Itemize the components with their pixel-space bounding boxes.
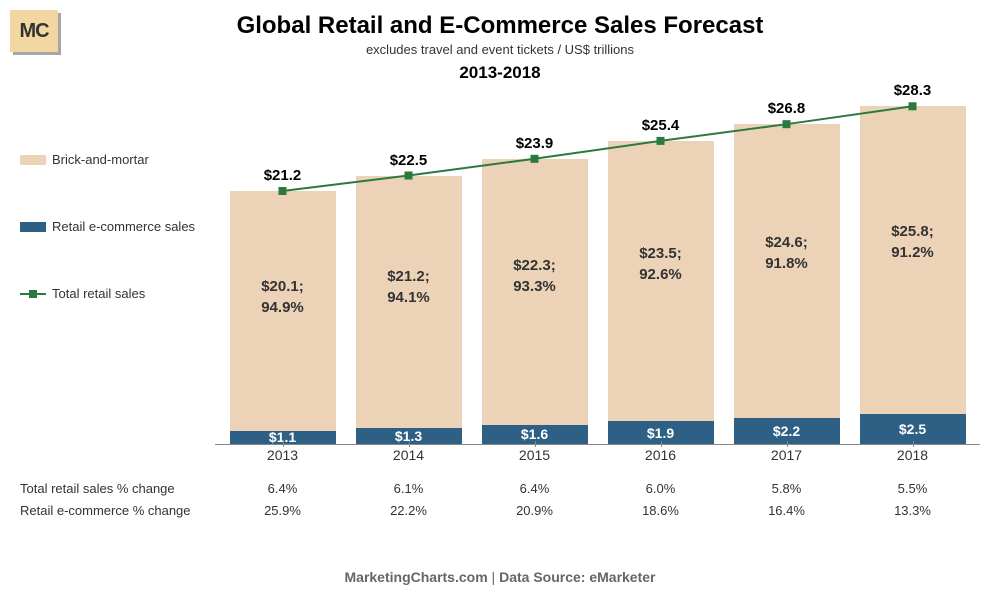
data-cell: 5.5% bbox=[860, 481, 966, 496]
bar-total-label: $28.3 bbox=[860, 82, 966, 99]
bar-total-label: $23.9 bbox=[482, 135, 588, 152]
bar-total-label: $21.2 bbox=[230, 167, 336, 184]
footer-sep: | bbox=[488, 569, 499, 585]
data-cell: 20.9% bbox=[482, 503, 588, 518]
bar-ecom-label: $2.2 bbox=[734, 423, 840, 439]
x-tick: 2018 bbox=[860, 447, 966, 463]
bar-brick-label: $20.1;94.9% bbox=[230, 276, 336, 318]
legend-swatch-brick bbox=[20, 155, 46, 165]
legend-label: Brick-and-mortar bbox=[52, 152, 149, 167]
data-cell: 6.0% bbox=[608, 481, 714, 496]
x-tick: 2014 bbox=[356, 447, 462, 463]
bar-column: $23.9$22.3;93.3%$1.6 bbox=[482, 159, 588, 444]
bar-total-label: $25.4 bbox=[608, 117, 714, 134]
footer: MarketingCharts.com | Data Source: eMark… bbox=[0, 569, 1000, 585]
x-axis: 2013 2014 2015 2016 2017 2018 bbox=[215, 447, 980, 469]
x-tick: 2016 bbox=[608, 447, 714, 463]
data-cell: 6.1% bbox=[356, 481, 462, 496]
legend-item-ecom: Retail e-commerce sales bbox=[20, 219, 210, 234]
footer-source: eMarketer bbox=[589, 569, 655, 585]
bar-brick-label: $24.6;91.8% bbox=[734, 232, 840, 274]
chart-subtitle: excludes travel and event tickets / US$ … bbox=[0, 42, 1000, 57]
chart-area: Brick-and-mortar Retail e-commerce sales… bbox=[20, 86, 980, 525]
bar-brick-label: $21.2;94.1% bbox=[356, 266, 462, 308]
data-cell: 5.8% bbox=[734, 481, 840, 496]
bar-total-label: $22.5 bbox=[356, 152, 462, 169]
legend-item-total: Total retail sales bbox=[20, 286, 210, 301]
bar-segment-brick: $25.4$23.5;92.6% bbox=[608, 141, 714, 421]
title-block: Global Retail and E-Commerce Sales Forec… bbox=[0, 12, 1000, 83]
bar-ecom-label: $1.9 bbox=[608, 425, 714, 441]
bar-column: $28.3$25.8;91.2% $2.5 bbox=[860, 106, 966, 444]
bar-brick-label: $25.8;91.2% bbox=[860, 221, 966, 263]
footer-site: MarketingCharts.com bbox=[345, 569, 488, 585]
chart-year-range: 2013-2018 bbox=[0, 63, 1000, 83]
legend-swatch-ecom bbox=[20, 222, 46, 232]
bar-segment-brick: $28.3$25.8;91.2% bbox=[860, 106, 966, 414]
bar-column: $22.5$21.2;94.1%$1.3 bbox=[356, 176, 462, 445]
bar-brick-label: $23.5;92.6% bbox=[608, 243, 714, 285]
x-tick: 2015 bbox=[482, 447, 588, 463]
data-cell: 16.4% bbox=[734, 503, 840, 518]
bar-column: $26.8$24.6;91.8% $2.2 bbox=[734, 124, 840, 444]
data-table: Total retail sales % change 6.4% 6.1% 6.4%… bbox=[20, 481, 980, 525]
legend-label: Retail e-commerce sales bbox=[52, 219, 195, 234]
legend-label: Total retail sales bbox=[52, 286, 145, 301]
bar-column: $21.2$20.1;94.9%$1.1 bbox=[230, 191, 336, 444]
bar-segment-brick: $22.5$21.2;94.1% bbox=[356, 176, 462, 429]
legend-swatch-line bbox=[20, 289, 46, 299]
row-total-change: Total retail sales % change 6.4% 6.1% 6.4%… bbox=[20, 481, 980, 503]
data-cell: 6.4% bbox=[482, 481, 588, 496]
bar-brick-label: $22.3;93.3% bbox=[482, 255, 588, 297]
data-cell: 13.3% bbox=[860, 503, 966, 518]
bar-total-label: $26.8 bbox=[734, 100, 840, 117]
bar-column: $25.4$23.5;92.6% $1.9 bbox=[608, 141, 714, 444]
x-tick: 2013 bbox=[230, 447, 336, 463]
x-tick: 2017 bbox=[734, 447, 840, 463]
data-cell: 18.6% bbox=[608, 503, 714, 518]
bar-segment-brick: $23.9$22.3;93.3% bbox=[482, 159, 588, 425]
legend: Brick-and-mortar Retail e-commerce sales… bbox=[20, 152, 210, 353]
legend-item-brick: Brick-and-mortar bbox=[20, 152, 210, 167]
row-label: Retail e-commerce % change bbox=[20, 503, 215, 518]
bar-ecom-label: $2.5 bbox=[860, 421, 966, 437]
row-ecom-change: Retail e-commerce % change 25.9% 22.2% 20.… bbox=[20, 503, 980, 525]
bar-segment-ecom: $2.5 bbox=[860, 414, 966, 444]
bar-segment-brick: $21.2$20.1;94.9% bbox=[230, 191, 336, 431]
plot-region: $21.2$20.1;94.9%$1.1$22.5$21.2;94.1%$1.3… bbox=[215, 86, 980, 445]
footer-source-prefix: Data Source: bbox=[499, 569, 589, 585]
chart-title: Global Retail and E-Commerce Sales Forec… bbox=[0, 12, 1000, 40]
bar-segment-brick: $26.8$24.6;91.8% bbox=[734, 124, 840, 418]
data-cell: 25.9% bbox=[230, 503, 336, 518]
row-label: Total retail sales % change bbox=[20, 481, 215, 496]
data-cell: 6.4% bbox=[230, 481, 336, 496]
data-cell: 22.2% bbox=[356, 503, 462, 518]
